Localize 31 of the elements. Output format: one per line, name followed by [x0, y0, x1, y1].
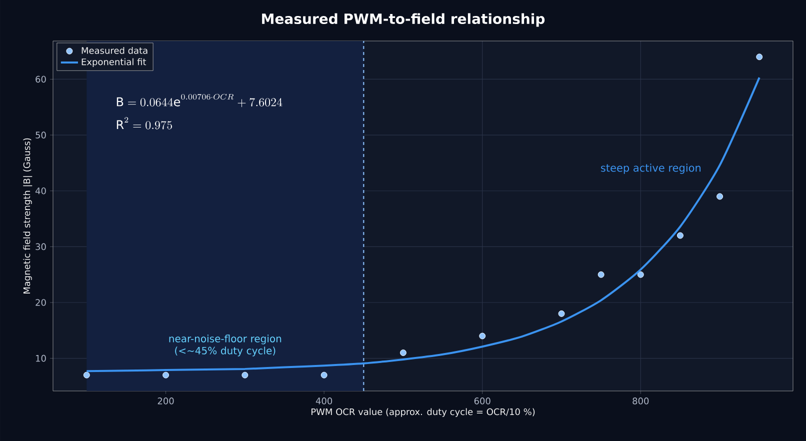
point	[162, 372, 170, 378]
point	[479, 332, 486, 340]
point	[637, 271, 644, 278]
y-tick-label: 30	[36, 243, 46, 250]
y-tick-label: 20	[36, 299, 46, 306]
x-tick-label: 600	[474, 398, 490, 404]
point	[242, 372, 248, 378]
x-tick-label: 200	[158, 398, 174, 404]
annotation: steep active region	[601, 164, 701, 174]
annotation: $\mathrm{R}^{2} = 0.975$	[116, 117, 172, 130]
annotation: $\mathrm{B} = 0.0644\mathrm{e}^{0.00706\cdot OCR} + 7.6024$	[116, 94, 282, 108]
y-tick-label: 60	[36, 76, 46, 83]
point	[756, 54, 763, 60]
point	[83, 372, 90, 378]
legend-label: Exponential fit	[82, 58, 146, 67]
x-tick-label: 400	[316, 398, 332, 404]
legend-label: Measured data	[82, 46, 148, 54]
point	[716, 193, 724, 200]
y-tick-label: 50	[36, 132, 46, 138]
y-axis-title: Magnetic field strength |B| (Gauss)	[23, 138, 32, 294]
y-tick-label: 40	[35, 187, 46, 194]
point	[320, 372, 328, 378]
chart-title: Measured PWM-to-field relationship	[262, 13, 545, 27]
point	[598, 271, 604, 278]
point	[400, 350, 406, 356]
x-tick-label: 800	[632, 398, 649, 404]
y-tick-label: 10	[36, 354, 46, 362]
x-axis-title: PWM OCR value (approx. duty cycle = OCR/10 %)	[312, 408, 535, 417]
band-label: near-noise-floor region (<~45% duty cycle)	[169, 334, 282, 356]
point	[558, 310, 565, 317]
point	[676, 232, 684, 239]
